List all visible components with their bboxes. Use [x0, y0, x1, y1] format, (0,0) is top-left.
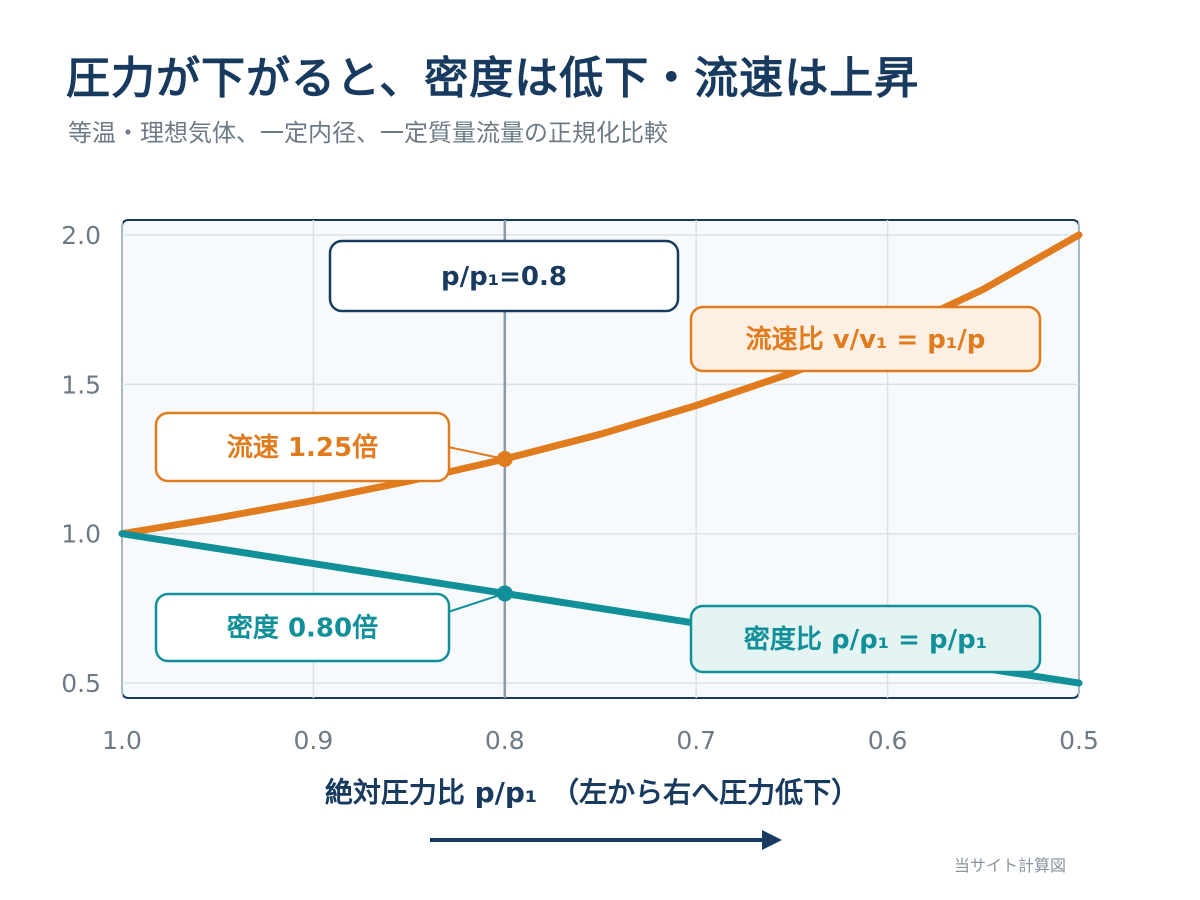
y-tick-label: 1.5 — [61, 370, 101, 399]
y-tick-label: 1.0 — [61, 520, 101, 549]
x-tick-label: 0.7 — [676, 726, 716, 755]
annotation-velocity-text: 流速 1.25倍 — [227, 432, 378, 463]
y-tick-label: 0.5 — [61, 669, 101, 698]
leader-line-velocity — [447, 446, 506, 460]
legend-density: 密度比 ρ/ρ₁ = p/p₁ — [689, 604, 1042, 674]
legend-velocity-text: 流速比 v/v₁ = p₁/p — [746, 325, 986, 355]
annotation-density-box — [154, 592, 451, 663]
x-tick-label: 0.6 — [868, 726, 908, 755]
x-tick-label: 1.0 — [102, 726, 142, 755]
chart-subtitle: 等温・理想気体、一定内径、一定質量流量の正規化比較 — [68, 119, 668, 147]
marker-label: p/p₁=0.8 — [328, 239, 680, 313]
direction-arrow-icon — [762, 830, 782, 850]
marker-label-text: p/p₁=0.8 — [441, 262, 567, 292]
leader-line-density — [447, 592, 506, 613]
y-tick-label: 2.0 — [61, 221, 101, 250]
legend-velocity: 流速比 v/v₁ = p₁/p — [689, 305, 1042, 373]
marker-label-box — [328, 239, 680, 313]
x-tick-label: 0.5 — [1059, 726, 1099, 755]
annotation-density-text: 密度 0.80倍 — [227, 613, 378, 644]
annotation-velocity-box — [154, 411, 451, 483]
credit-text: 当サイト計算図 — [954, 856, 1067, 875]
annotation-density: 密度 0.80倍 — [154, 592, 451, 663]
legend-density-box — [689, 604, 1042, 674]
x-tick-label: 0.8 — [485, 726, 525, 755]
annotation-velocity: 流速 1.25倍 — [154, 411, 451, 483]
legend-density-text: 密度比 ρ/ρ₁ = p/p₁ — [744, 624, 987, 655]
chart-title: 圧力が下がると、密度は低下・流速は上昇 — [66, 53, 920, 104]
x-tick-label: 0.9 — [294, 726, 334, 755]
legend-velocity-box — [689, 305, 1042, 373]
x-axis-label: 絶対圧力比 p/p₁ （左から右へ圧力低下） — [325, 776, 859, 809]
